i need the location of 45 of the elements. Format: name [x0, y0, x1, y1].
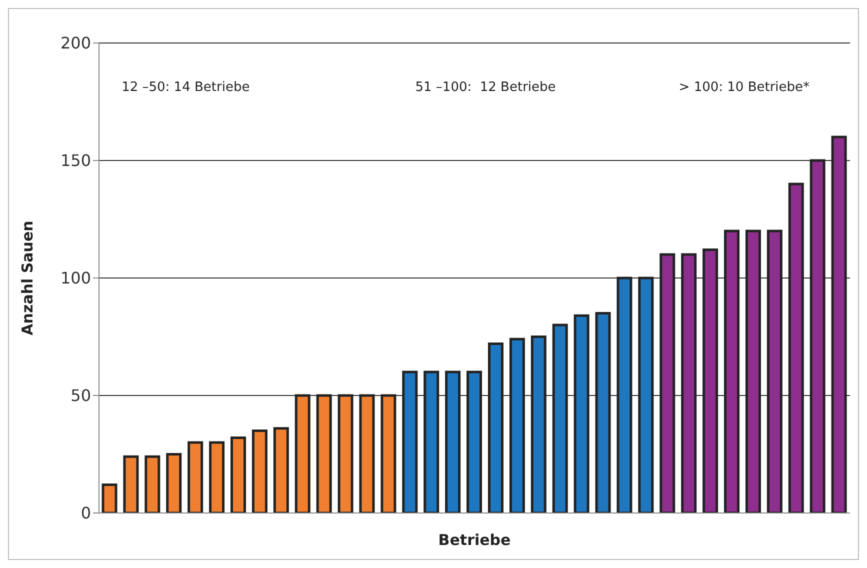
bar: [530, 336, 546, 513]
x-axis-title: Betriebe: [438, 531, 511, 549]
bar: [681, 253, 697, 513]
y-tick-label: 100: [60, 268, 91, 288]
y-tick-label: 50: [70, 386, 91, 406]
y-tick-label: 0: [80, 504, 91, 523]
bar: [660, 253, 676, 513]
bar: [702, 248, 718, 513]
bar: [574, 314, 590, 513]
bar: [552, 324, 568, 513]
bar: [831, 136, 847, 513]
bar: [466, 370, 482, 513]
bar: [359, 394, 375, 513]
bar: [402, 370, 418, 513]
bar: [273, 427, 289, 513]
bar: [445, 370, 461, 513]
bar: [810, 159, 826, 513]
bar: [745, 230, 761, 513]
bar: [788, 182, 804, 513]
bar: [638, 276, 654, 513]
bar: [166, 453, 182, 513]
bar: [252, 430, 268, 513]
bar: [188, 441, 204, 513]
annotation: > 100: 10 Betriebe*: [678, 80, 810, 95]
bar: [509, 338, 525, 513]
annotation: 51 –100: 12 Betriebe: [415, 80, 556, 95]
y-axis-title: Anzahl Sauen: [18, 220, 36, 336]
bar: [123, 455, 139, 513]
bar: [595, 312, 611, 513]
bar: [102, 484, 118, 513]
bar: [380, 394, 396, 513]
y-tick-label: 150: [60, 151, 91, 170]
annotation: 12 –50: 14 Betriebe: [122, 80, 250, 95]
bar: [616, 276, 632, 513]
bar: [316, 394, 332, 513]
bar: [230, 436, 246, 513]
bar: [424, 370, 440, 513]
bar: [488, 342, 504, 513]
bar: [766, 230, 782, 513]
bar: [724, 230, 740, 513]
bar: [144, 455, 160, 513]
y-tick-label: 200: [60, 34, 91, 53]
bar: [209, 441, 225, 513]
bar: [338, 394, 354, 513]
bar: [294, 394, 310, 513]
